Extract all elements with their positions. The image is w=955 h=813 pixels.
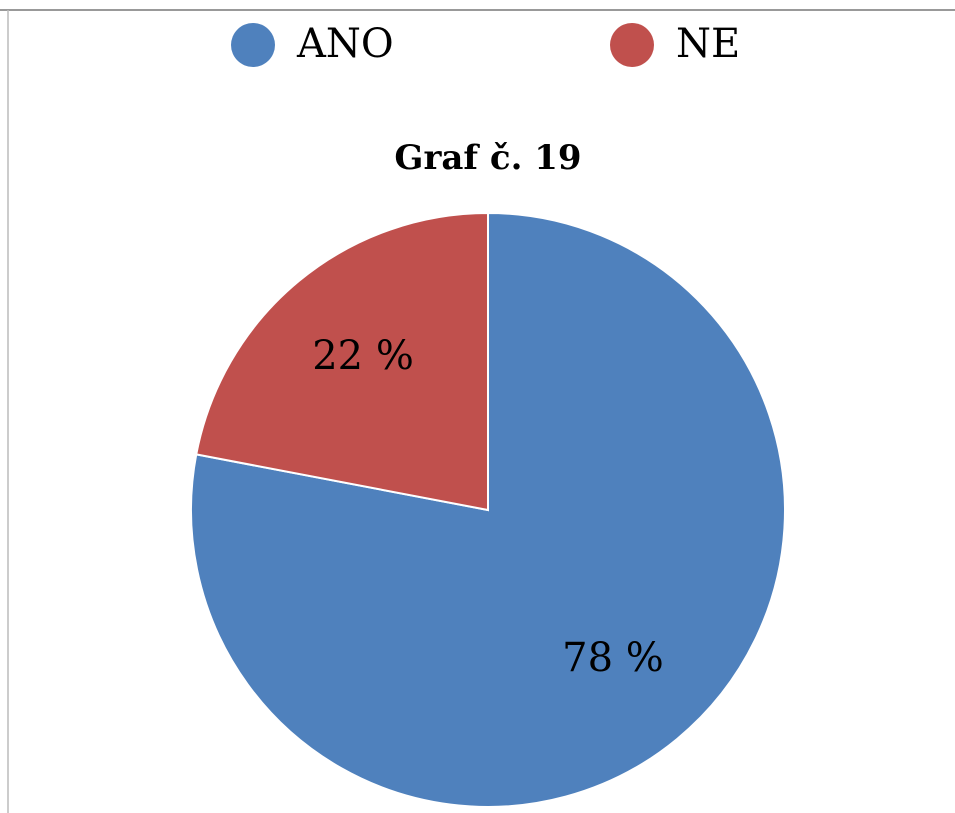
data-label: 78 % [562,635,664,681]
legend-label: NE [676,21,740,67]
pie-slice [195,211,489,512]
legend-swatch [610,23,654,67]
legend-label: ANO [296,21,394,67]
pie-slice [190,211,786,808]
chart-title: Graf č. 19 [394,138,581,178]
legend-swatch [231,23,275,67]
data-label: 22 % [312,333,414,379]
